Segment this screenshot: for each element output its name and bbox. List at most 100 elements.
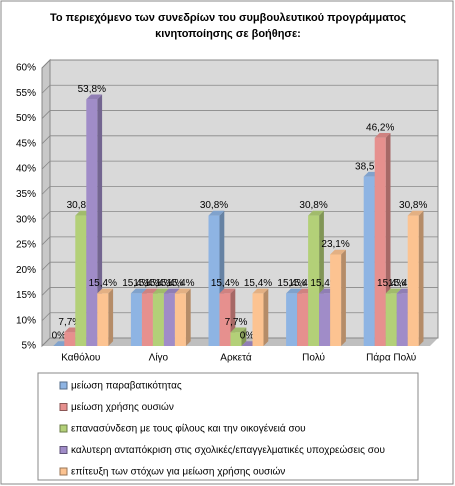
value-label: 15,4% xyxy=(122,278,150,289)
bar xyxy=(230,332,242,346)
legend-label: μείωση χρήσης ουσιών xyxy=(71,401,174,413)
value-label: 15,4% xyxy=(288,278,316,289)
bar-top xyxy=(163,288,180,294)
value-label: 15,4% xyxy=(144,278,172,289)
y-tick-label: 5% xyxy=(22,341,37,352)
legend-label: μείωση παραβατικότητας xyxy=(71,380,182,392)
bar xyxy=(385,293,397,346)
bar xyxy=(407,215,419,346)
legend-swatch xyxy=(59,424,68,433)
value-label: 0% xyxy=(52,331,67,342)
x-tick-label: Καθόλου xyxy=(61,352,100,364)
value-label: 15,4% xyxy=(133,278,161,289)
x-tick-label: Λίγο xyxy=(149,352,169,364)
bar xyxy=(64,332,76,346)
legend-swatch xyxy=(59,403,68,411)
value-label: 15,4% xyxy=(244,278,272,289)
bar-top xyxy=(174,288,191,294)
bar-top xyxy=(219,288,236,294)
value-label: 15,4% xyxy=(89,278,117,289)
bar-side xyxy=(108,288,114,346)
bar-top xyxy=(86,94,103,100)
value-label: 15,4% xyxy=(388,278,416,289)
y-tick-label: 50% xyxy=(16,113,36,124)
y-tick-label: 35% xyxy=(16,189,36,200)
bar-side xyxy=(418,210,424,346)
grid-line xyxy=(41,160,438,170)
grid-line xyxy=(41,211,438,220)
side-wall xyxy=(41,58,51,348)
x-tick-label: Πολύ xyxy=(302,352,325,364)
bar-top xyxy=(97,288,114,294)
bar-top xyxy=(230,327,247,333)
legend xyxy=(37,372,419,481)
value-label: 15,4% xyxy=(277,278,305,289)
bar xyxy=(252,293,264,346)
bar xyxy=(86,99,98,346)
legend-swatch xyxy=(59,467,68,476)
chart-title: κινητοποίησης σε βοήθησε: xyxy=(155,28,301,40)
value-label: 23,1% xyxy=(321,239,349,250)
bar-side xyxy=(97,94,103,347)
value-label: 30,8% xyxy=(200,200,228,211)
grid-line xyxy=(41,185,438,195)
value-label: 30,8% xyxy=(399,200,427,211)
bar-top xyxy=(374,132,391,138)
y-tick-label: 25% xyxy=(16,240,36,251)
y-tick-label: 40% xyxy=(16,164,36,175)
bar xyxy=(174,293,186,346)
value-label: 15,4% xyxy=(166,278,194,289)
bar-top xyxy=(152,288,169,294)
bar xyxy=(141,293,153,346)
value-label: 46,2% xyxy=(366,122,394,133)
value-label: 30,8% xyxy=(299,200,327,211)
bar xyxy=(75,215,87,346)
y-tick-label: 60% xyxy=(16,63,36,74)
value-label: 38,5% xyxy=(355,161,383,172)
bar xyxy=(363,176,375,346)
legend-swatch xyxy=(59,381,68,390)
bar-side xyxy=(341,249,346,346)
bar-top xyxy=(141,288,158,294)
bar xyxy=(374,137,386,346)
grid-line xyxy=(41,110,438,119)
bar-side xyxy=(241,327,247,346)
bar xyxy=(297,293,309,346)
bar xyxy=(330,254,342,346)
legend-label: επίτευξη των στόχων για μείωση χρήσης ου… xyxy=(71,466,285,478)
grid-line xyxy=(41,59,438,69)
bar-top xyxy=(130,288,147,294)
bar xyxy=(130,293,142,346)
y-tick-label: 15% xyxy=(16,290,36,301)
value-label: 7,7% xyxy=(225,317,248,328)
value-label: 15,4% xyxy=(211,278,239,289)
value-label: 30,8% xyxy=(67,200,95,211)
bar-top xyxy=(286,288,302,294)
y-tick-label: 55% xyxy=(16,88,36,99)
value-label: 15,4% xyxy=(377,278,405,289)
bar xyxy=(308,215,320,346)
legend-label: επανασύνδεση με τους φίλους και την οικο… xyxy=(71,423,306,435)
x-tick-label: Πάρα Πολύ xyxy=(366,352,416,364)
y-tick-label: 10% xyxy=(16,315,36,326)
bar xyxy=(319,293,331,346)
value-label: 15,4% xyxy=(155,278,183,289)
bar xyxy=(163,293,175,346)
bar-top xyxy=(208,210,225,216)
bar xyxy=(152,293,164,346)
bar-top xyxy=(252,288,269,294)
x-tick-label: Αρκετά xyxy=(220,352,252,364)
bar-side xyxy=(263,288,269,346)
grid-line xyxy=(41,84,438,94)
bar-top xyxy=(407,210,424,216)
grid-line xyxy=(41,135,438,145)
bar-side xyxy=(185,288,191,346)
bar xyxy=(286,293,298,346)
value-label: 0% xyxy=(240,331,255,342)
bar-top xyxy=(308,210,324,216)
bar xyxy=(208,215,220,346)
legend-swatch xyxy=(59,446,68,454)
bar-top xyxy=(385,288,402,294)
y-tick-label: 30% xyxy=(16,214,36,225)
